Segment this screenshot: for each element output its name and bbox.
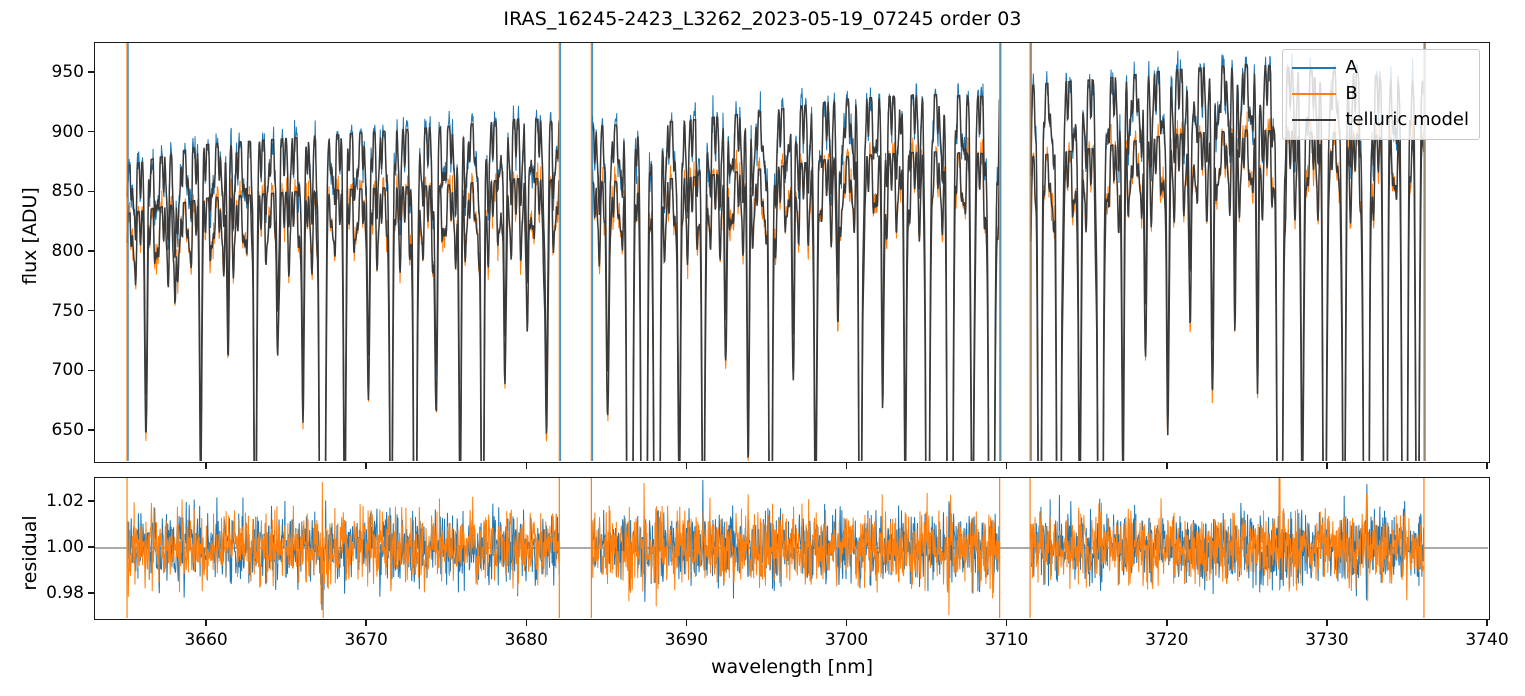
legend-item-a: A [1292, 55, 1469, 81]
y-tickmark [88, 309, 94, 312]
y-tickmark [88, 250, 94, 252]
x-tickmark [1166, 463, 1168, 469]
y-tickmark [88, 592, 94, 594]
legend-swatch-b [1292, 93, 1337, 95]
x-tickmark [1166, 620, 1168, 626]
residual-canvas [95, 478, 1488, 618]
x-tick-label: 3730 [1305, 630, 1349, 650]
y-tick-label: 1.00 [46, 537, 84, 557]
y-tick-label: 750 [51, 300, 84, 321]
x-tick-label: 3710 [985, 630, 1029, 650]
x-tick-label: 3700 [824, 630, 869, 650]
legend-label-a: A [1345, 57, 1358, 78]
x-axis-label: wavelength [nm] [710, 656, 874, 678]
x-tickmark [205, 463, 207, 469]
y-tick-label: 650 [51, 420, 84, 441]
x-tickmark [1005, 620, 1008, 626]
x-tick-label: 3660 [184, 630, 228, 650]
x-tick-label: 3690 [664, 630, 709, 650]
y-tickmark [88, 429, 94, 431]
x-tickmark [685, 620, 688, 626]
x-tickmark [205, 620, 207, 626]
y-tick-label: 700 [51, 360, 84, 381]
x-tick-label: 3720 [1145, 630, 1189, 650]
y-tick-label: 0.98 [46, 582, 84, 603]
x-tickmark [1005, 463, 1008, 469]
legend-label-b: B [1345, 83, 1358, 104]
y-tickmark [88, 71, 94, 73]
y-tickmark [88, 190, 94, 193]
legend-swatch-a [1292, 67, 1337, 69]
legend-swatch-telluric-model [1292, 119, 1337, 121]
x-tick-label: 3670 [344, 630, 388, 650]
x-tickmark [1326, 620, 1328, 626]
y-tick-label: 800 [51, 241, 84, 261]
x-tickmark [845, 463, 848, 469]
flux-plot-area[interactable]: A B telluric model [94, 42, 1490, 463]
legend-item-telluric-model: telluric model [1292, 107, 1469, 133]
y-tickmark [88, 130, 94, 133]
residual-plot-area[interactable] [94, 477, 1490, 620]
x-tickmark [1486, 463, 1488, 469]
legend-label-telluric-model: telluric model [1345, 109, 1469, 130]
y-tickmark [88, 500, 94, 502]
y-tick-label: 1.02 [46, 491, 84, 512]
page-title: IRAS_16245-2423_L3262_2023-05-19_07245 o… [503, 8, 1022, 30]
legend-item-b: B [1292, 81, 1469, 107]
x-tickmark [525, 463, 528, 469]
x-tick-label: 3680 [504, 630, 548, 650]
y-tick-label: 950 [51, 61, 84, 82]
x-tickmark [845, 620, 848, 626]
x-tickmark [685, 463, 688, 469]
spectrum-trace [126, 111, 1425, 461]
legend: A B telluric model [1282, 49, 1480, 140]
x-tickmark [365, 620, 367, 626]
x-tickmark [1326, 463, 1328, 469]
x-tickmark [365, 463, 367, 469]
x-tick-label: 3740 [1465, 630, 1509, 650]
y-tickmark [88, 546, 94, 548]
residual-trace [126, 478, 1425, 618]
y-tickmark [88, 369, 94, 372]
flux-spectrum-canvas [126, 43, 1426, 461]
x-tickmark [525, 620, 528, 626]
y-tick-label: 850 [51, 181, 84, 202]
y-tick-label: 900 [51, 121, 84, 142]
x-tickmark [1486, 620, 1488, 626]
